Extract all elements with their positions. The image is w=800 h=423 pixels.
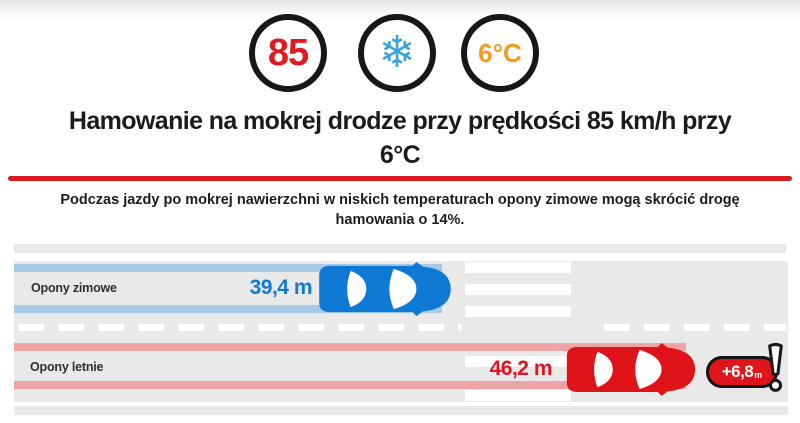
road-shoulder-bottom — [14, 406, 788, 415]
distance-difference-badge: +6,8 m — [706, 356, 778, 388]
title-line1: Hamowanie na mokrej drodze przy prędkośc… — [68, 107, 732, 135]
winter-badge: ❄ — [358, 14, 436, 92]
subtitle: Podczas jazdy po mokrej nawierzchni w ni… — [0, 190, 800, 230]
crosswalk-stripe — [465, 306, 571, 317]
page-title: Hamowanie na mokrej drodze przy prędkośc… — [0, 104, 800, 172]
road-shoulder-top — [14, 244, 786, 253]
title-line2: 6°C — [379, 141, 421, 169]
summer-distance-value: 46,2 m — [489, 357, 553, 380]
snowflake-icon: ❄ — [378, 28, 416, 77]
crosswalk-stripe — [465, 262, 571, 273]
summer-band-stripe — [14, 343, 686, 351]
winter-tires-label: Opony zimowe — [31, 281, 117, 295]
difference-value: +6,8 — [721, 362, 754, 381]
crosswalk-stripe — [465, 284, 571, 295]
winter-band-stripe — [14, 305, 442, 313]
exclamation-icon — [768, 342, 783, 392]
crosswalk-stripe — [465, 356, 571, 367]
top-gradient — [0, 0, 800, 20]
temperature-badge: 6°C — [461, 14, 539, 92]
braking-distance-diagram: Opony zimowe 39,4 m Opony letnie 46,2 m … — [14, 244, 788, 415]
speed-badge: 85 — [249, 14, 327, 92]
difference-unit: m — [754, 370, 763, 380]
temperature-value: 6°C — [478, 37, 522, 68]
crosswalk-stripe — [465, 390, 571, 401]
red-divider-line — [8, 176, 792, 181]
winter-distance-value: 39,4 m — [249, 276, 313, 299]
winter-band-stripe — [14, 264, 442, 272]
summer-car-icon — [563, 341, 697, 398]
lane-divider-dashes — [604, 324, 786, 331]
subtitle-line1: Podczas jazdy po mokrej nawierzchni w ni… — [60, 192, 740, 208]
summer-band-stripe — [14, 381, 686, 389]
subtitle-line2: hamowania o 14%. — [335, 212, 465, 228]
winter-car-icon — [315, 262, 453, 316]
lane-divider-dashes — [18, 324, 461, 331]
summer-tires-label: Opony letnie — [30, 360, 104, 374]
road-surface: Opony zimowe 39,4 m Opony letnie 46,2 m … — [14, 261, 788, 402]
speed-value: 85 — [267, 31, 309, 74]
